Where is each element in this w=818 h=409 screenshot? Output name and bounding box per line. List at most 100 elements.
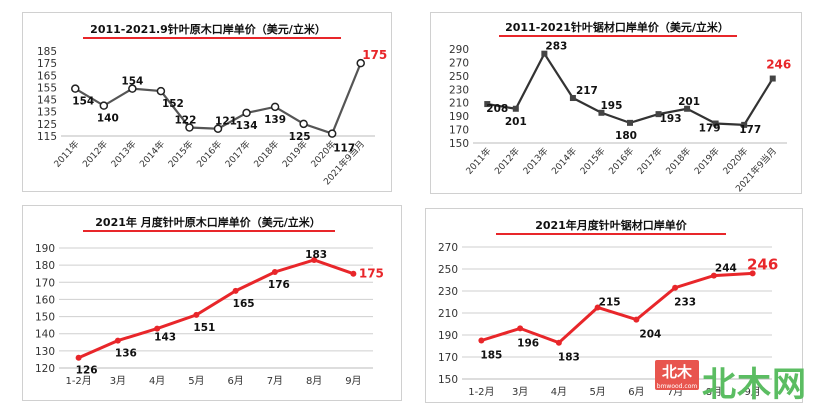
data-label: 139 xyxy=(264,114,286,126)
series-line xyxy=(487,51,745,126)
data-label: 215 xyxy=(599,297,621,309)
x-tick-label: 9月 xyxy=(345,375,361,387)
data-point xyxy=(327,129,337,138)
data-point xyxy=(242,108,251,118)
data-point xyxy=(213,124,223,133)
data-label: 201 xyxy=(678,96,700,108)
watermark-text: 北木网 xyxy=(702,365,807,405)
data-label: 125 xyxy=(289,131,311,143)
x-tick-label: 2020年 xyxy=(720,145,750,177)
data-label: 183 xyxy=(305,249,327,261)
data-label: 193 xyxy=(660,113,682,125)
chart-log-annual: 2011-2021.9针叶原木口岸单价（美元/立米）11512513514515… xyxy=(37,22,387,187)
data-point xyxy=(517,325,524,332)
data-label: 175 xyxy=(362,48,387,62)
data-point xyxy=(299,119,308,129)
x-tick-label: 3月 xyxy=(512,386,528,398)
data-label: 246 xyxy=(747,255,778,273)
data-label: 246 xyxy=(766,58,791,72)
data-label: 122 xyxy=(174,115,196,127)
data-label: 196 xyxy=(517,337,539,349)
data-label: 244 xyxy=(715,263,737,275)
y-tick-label: 170 xyxy=(35,277,55,289)
data-point xyxy=(541,50,548,57)
x-tick-label: 2012年 xyxy=(80,138,110,170)
data-label: 136 xyxy=(115,348,137,360)
data-label: 283 xyxy=(545,41,567,53)
data-point xyxy=(627,119,633,126)
chart-panel-lumber-annual: 2011-2021针叶锯材口岸单价（美元/立米） 150 170 190 210 230 2… xyxy=(430,12,802,194)
y-tick-label: 190 xyxy=(35,243,55,255)
y-tick-label: 270 xyxy=(449,57,469,69)
data-label: 154 xyxy=(72,96,94,108)
y-tick-label: 135 xyxy=(37,107,57,119)
x-tick-label: 2013年 xyxy=(108,138,138,170)
data-label: 204 xyxy=(639,329,661,341)
data-label: 165 xyxy=(233,298,255,310)
data-point xyxy=(598,109,605,116)
series-line xyxy=(78,258,354,360)
data-label: 180 xyxy=(615,130,637,142)
data-point xyxy=(478,337,485,344)
data-label: 183 xyxy=(558,352,580,364)
chart-panel-lumber-monthly: 2021年月度针叶锯材口岸单价 150 170 190 210 230 250 270 1-2月… xyxy=(425,208,803,403)
data-point xyxy=(712,120,719,127)
chart-title: 2011-2021针叶锯材口岸单价（美元/立米） xyxy=(505,20,729,34)
data-label: 143 xyxy=(154,332,176,344)
series-line xyxy=(74,87,333,135)
chart-lumber-monthly: 2021年月度针叶锯材口岸单价 150 170 190 210 230 250 270 1-2月… xyxy=(438,218,778,398)
y-tick-label: 130 xyxy=(35,346,55,358)
y-tick-label: 160 xyxy=(35,294,55,306)
data-point xyxy=(594,304,601,311)
x-tick-label: 1-2月 xyxy=(468,386,494,398)
data-point xyxy=(232,287,239,294)
data-point xyxy=(684,105,691,112)
data-point xyxy=(655,111,662,118)
data-label: 140 xyxy=(97,113,119,125)
y-tick-label: 150 xyxy=(438,374,458,386)
data-label: 152 xyxy=(162,98,184,110)
y-tick-label: 175 xyxy=(37,58,57,70)
y-tick-label: 115 xyxy=(37,131,57,143)
x-tick-label: 8月 xyxy=(306,375,322,387)
x-tick-label: 1-2月 xyxy=(65,375,91,387)
data-point xyxy=(156,86,166,96)
y-tick-label: 155 xyxy=(37,82,57,94)
data-label: 185 xyxy=(480,350,502,362)
data-point xyxy=(71,84,80,93)
y-tick-label: 250 xyxy=(449,71,469,83)
y-tick-label: 190 xyxy=(449,111,469,123)
y-tick-label: 120 xyxy=(35,363,55,375)
y-tick-label: 290 xyxy=(449,44,469,56)
data-point xyxy=(356,58,365,68)
chart-log-monthly: 2021年 月度针叶原木口岸单价（美元/立米） 120 130 140 150 160 17… xyxy=(35,215,384,387)
data-label: 154 xyxy=(121,76,143,88)
data-label: 134 xyxy=(236,120,258,132)
chart-panel-log-monthly: 2021年 月度针叶原木口岸单价（美元/立米） 120 130 140 150 160 17… xyxy=(22,205,402,401)
y-tick-label: 230 xyxy=(438,286,458,298)
y-tick-label: 270 xyxy=(438,242,458,254)
x-tick-label: 2015年 xyxy=(577,145,607,177)
x-tick-label: 2017年 xyxy=(223,138,253,170)
x-tick-label: 8月 xyxy=(706,386,722,398)
x-tick-label: 4月 xyxy=(551,386,567,398)
y-tick-label: 150 xyxy=(35,312,55,324)
data-point xyxy=(311,257,318,263)
data-label: 177 xyxy=(739,124,761,136)
x-tick-label: 5月 xyxy=(589,386,605,398)
x-tick-label: 2017年 xyxy=(635,145,665,177)
data-label: 126 xyxy=(76,365,98,377)
y-tick-label: 170 xyxy=(449,125,469,137)
data-label: 208 xyxy=(486,103,508,115)
data-point xyxy=(569,95,576,102)
data-point xyxy=(154,325,161,332)
data-point xyxy=(633,316,640,323)
data-label: 117 xyxy=(333,143,355,155)
chart-title: 2021年 月度针叶原木口岸单价（美元/立米） xyxy=(95,215,320,229)
data-point xyxy=(75,354,82,361)
y-tick-label: 170 xyxy=(438,352,458,364)
data-point xyxy=(710,272,717,279)
y-tick-label: 165 xyxy=(37,70,57,82)
watermark-logo: 北木 bmwood.com xyxy=(655,360,699,390)
x-tick-label: 2013年 xyxy=(520,145,550,177)
